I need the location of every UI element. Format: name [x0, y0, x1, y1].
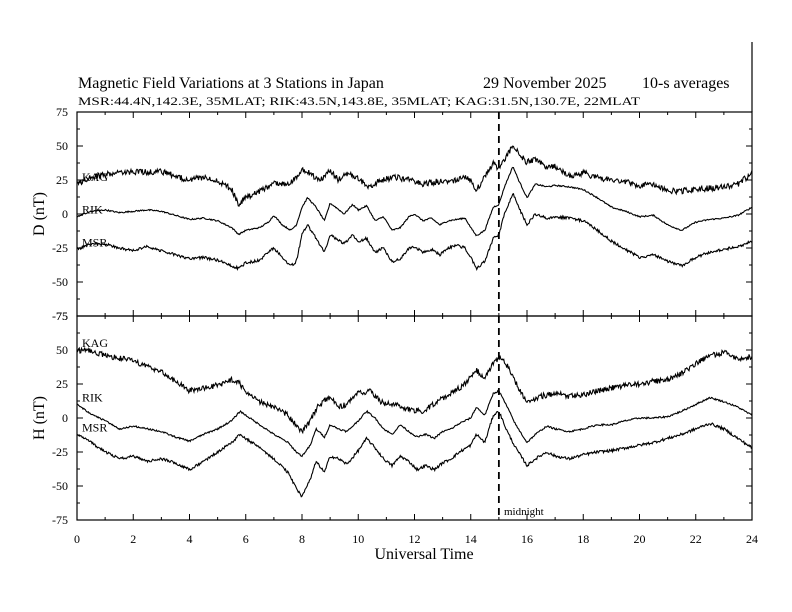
y-tick-label: 50: [56, 343, 68, 357]
y-tick-label: -75: [52, 513, 68, 527]
x-tick-label: 12: [409, 532, 421, 546]
x-tick-label: 10: [352, 532, 364, 546]
data-series: KAG RIK MSR KAG RIK MSR: [76, 145, 753, 498]
axis-ticks: 0 2 4 6 8 10 12 14 16 18 20 22 24-75-50-250255075-75…: [52, 105, 758, 546]
stations-info: MSR:44.4N,142.3E, 35MLAT; RIK:43.5N,143.…: [78, 94, 641, 108]
series-label: KAG: [82, 336, 108, 350]
x-tick-label: 20: [634, 532, 646, 546]
x-tick-label: 2: [130, 532, 136, 546]
x-tick-label: 6: [243, 532, 249, 546]
series-rik-h-line: [76, 389, 753, 458]
series-label: MSR: [82, 235, 107, 249]
panel-h-ylabel: H (nT): [31, 396, 48, 440]
series-label: RIK: [82, 390, 103, 404]
midnight-label: midnight: [504, 506, 544, 518]
x-tick-label: 22: [690, 532, 702, 546]
x-tick-label: 8: [299, 532, 305, 546]
series-msr-h-line: [76, 410, 753, 498]
y-tick-label: 50: [56, 139, 68, 153]
y-tick-label: -25: [52, 241, 68, 255]
series-rik-d-line: [76, 166, 753, 237]
series-msr-d-line: [76, 193, 753, 271]
x-tick-label: 24: [746, 532, 758, 546]
series-kag-d-line: [76, 145, 753, 207]
x-tick-label: 4: [187, 532, 193, 546]
y-tick-label: -50: [52, 479, 68, 493]
series-label: KAG: [82, 170, 108, 184]
x-tick-label: 18: [577, 532, 589, 546]
y-tick-label: 75: [56, 309, 68, 323]
y-tick-label: -50: [52, 275, 68, 289]
y-tick-label: -25: [52, 445, 68, 459]
series-label: RIK: [82, 203, 103, 217]
y-tick-label: 0: [62, 411, 68, 425]
y-tick-label: 75: [56, 105, 68, 119]
y-tick-label: 25: [56, 173, 68, 187]
y-tick-label: 0: [62, 207, 68, 221]
chart-date: 29 November 2025: [483, 75, 607, 92]
chart-title: Magnetic Field Variations at 3 Stations …: [78, 75, 384, 92]
y-tick-label: 25: [56, 377, 68, 391]
x-axis-label: Universal Time: [374, 546, 473, 563]
x-tick-label: 0: [74, 532, 80, 546]
x-tick-label: 14: [465, 532, 477, 546]
panel-d-ylabel: D (nT): [31, 192, 48, 236]
series-label: MSR: [82, 420, 107, 434]
x-tick-label: 16: [521, 532, 533, 546]
y-tick-label: -75: [52, 309, 68, 323]
series-kag-h-line: [76, 346, 753, 435]
chart-averaging: 10-s averages: [642, 75, 730, 92]
